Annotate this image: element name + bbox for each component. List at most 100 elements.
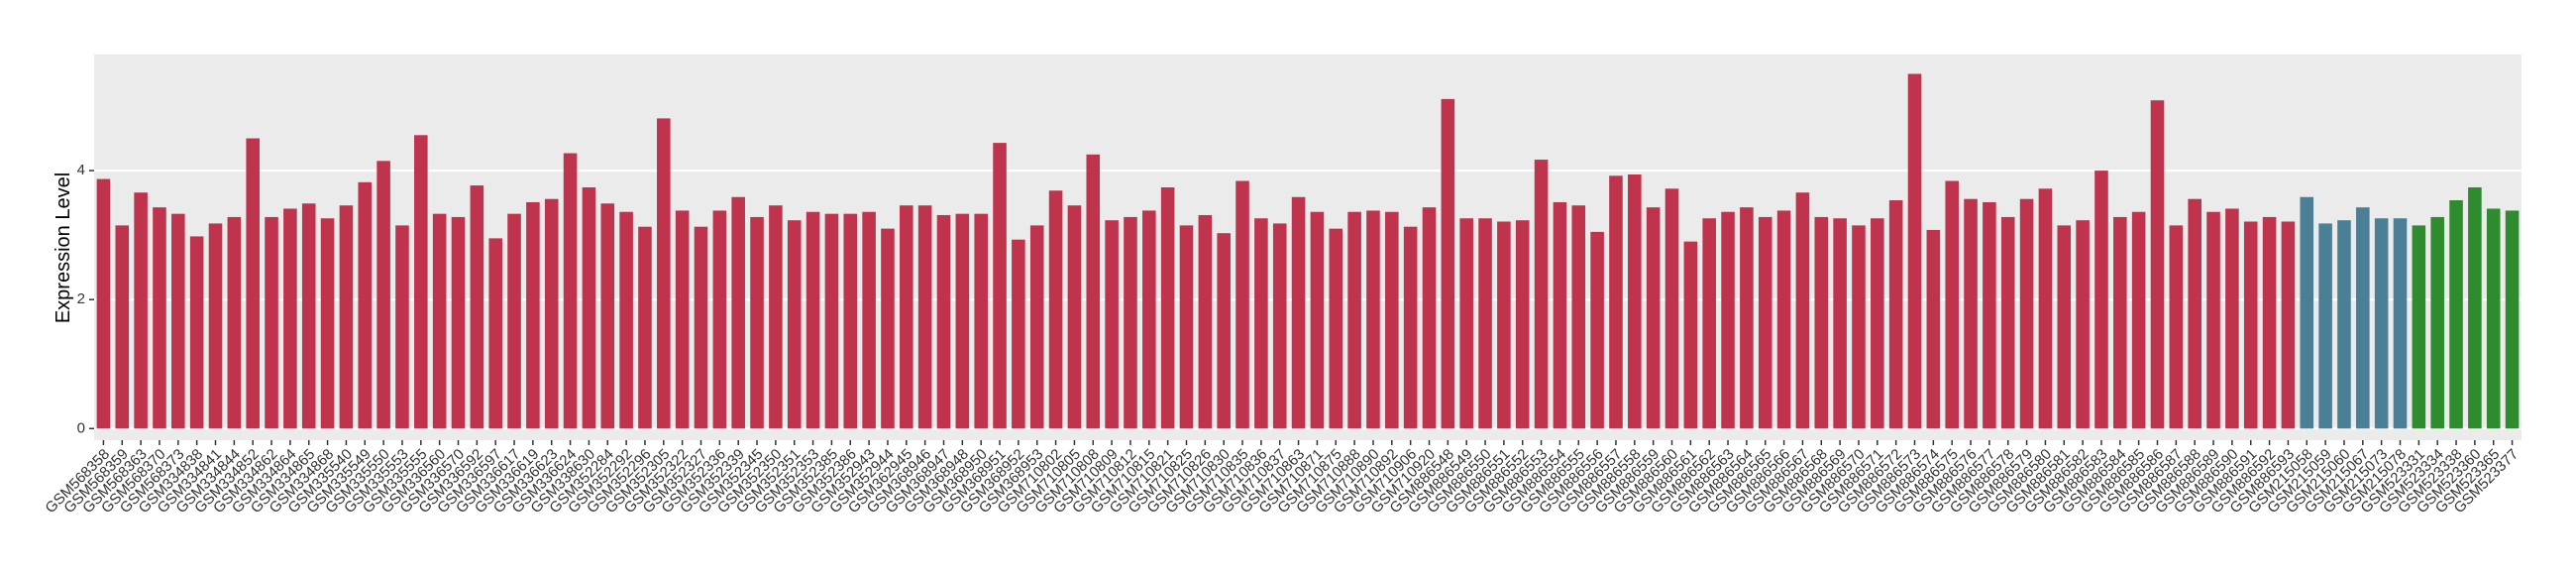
bar — [563, 153, 578, 429]
bar — [2150, 100, 2165, 429]
bar — [1888, 200, 1903, 429]
bar — [171, 213, 185, 429]
bar — [712, 210, 727, 429]
bar — [208, 223, 223, 429]
bar — [1964, 198, 1978, 429]
bar — [955, 213, 970, 429]
bar — [1907, 73, 1922, 429]
bar — [153, 207, 166, 429]
bar — [1683, 241, 1698, 429]
bar — [769, 205, 783, 429]
bar — [1571, 205, 1586, 429]
bar — [1609, 175, 1623, 429]
bar — [881, 228, 895, 429]
bar — [301, 203, 316, 429]
bar — [1590, 231, 1604, 429]
bar — [805, 211, 820, 429]
bar — [1124, 216, 1137, 429]
bar — [657, 118, 671, 429]
bar — [1067, 205, 1082, 429]
bar — [1029, 225, 1044, 429]
bar — [1459, 218, 1473, 429]
bar — [1833, 218, 1847, 429]
bar — [134, 192, 148, 429]
bar — [917, 205, 932, 429]
bar — [544, 198, 559, 429]
bar — [1385, 211, 1399, 429]
bar — [1758, 216, 1772, 429]
bar — [2412, 225, 2426, 429]
bar — [1795, 192, 1810, 429]
bar — [1646, 207, 1661, 429]
bar — [582, 187, 596, 429]
bar — [2318, 223, 2332, 429]
bar — [1198, 214, 1213, 429]
bar — [2243, 221, 2258, 429]
bar — [339, 205, 354, 429]
bar — [2131, 211, 2146, 429]
bar — [824, 213, 839, 429]
bar — [675, 210, 690, 429]
bar — [320, 218, 335, 429]
bar — [1235, 180, 1249, 429]
bar — [2094, 171, 2108, 429]
bar — [1478, 218, 1492, 429]
bar — [1310, 211, 1325, 429]
bar — [470, 185, 484, 429]
bar — [2225, 208, 2239, 429]
bar — [115, 225, 130, 429]
bar — [1740, 207, 1754, 429]
bar — [2000, 216, 2015, 429]
bar — [283, 208, 297, 429]
bar — [1983, 201, 1996, 429]
bar — [862, 211, 876, 429]
bar — [1497, 221, 1511, 429]
bar — [526, 201, 540, 429]
y-axis-label: Expression Level — [53, 172, 74, 323]
bar — [638, 226, 652, 429]
bar — [2076, 220, 2090, 429]
y-tick-label: 0 — [77, 419, 85, 436]
bar — [993, 143, 1007, 429]
bar — [2113, 216, 2127, 429]
bar — [395, 225, 409, 429]
bar — [1366, 210, 1380, 429]
bar — [2486, 208, 2501, 429]
bar — [2300, 196, 2314, 429]
bar — [900, 205, 913, 429]
bar — [1179, 225, 1194, 429]
bar — [2057, 225, 2072, 429]
bar — [600, 203, 615, 429]
bar — [2188, 198, 2201, 429]
bar — [265, 216, 278, 429]
bar — [1254, 218, 1268, 429]
bar — [246, 138, 260, 429]
bar — [1217, 233, 1231, 429]
bar — [189, 236, 204, 429]
bar — [227, 216, 242, 429]
bar — [1012, 239, 1025, 429]
bar — [1515, 220, 1530, 429]
bar — [1664, 188, 1679, 429]
bar — [731, 196, 745, 429]
bar — [1814, 216, 1829, 429]
bar — [2337, 220, 2351, 429]
bar — [750, 216, 764, 429]
bar — [2505, 210, 2520, 429]
bar — [1105, 220, 1119, 429]
bar — [1160, 187, 1175, 429]
bar — [1347, 211, 1361, 429]
bar — [1422, 207, 1437, 429]
bar — [2449, 200, 2463, 429]
y-tick-label: 4 — [77, 162, 85, 178]
bar — [1553, 201, 1567, 429]
bar — [787, 220, 802, 429]
bar — [694, 226, 708, 429]
bar — [936, 214, 951, 429]
bar — [1628, 173, 1642, 429]
bar — [1534, 160, 1549, 429]
bar — [1272, 223, 1287, 429]
bar — [1086, 154, 1101, 429]
bar — [432, 213, 447, 429]
